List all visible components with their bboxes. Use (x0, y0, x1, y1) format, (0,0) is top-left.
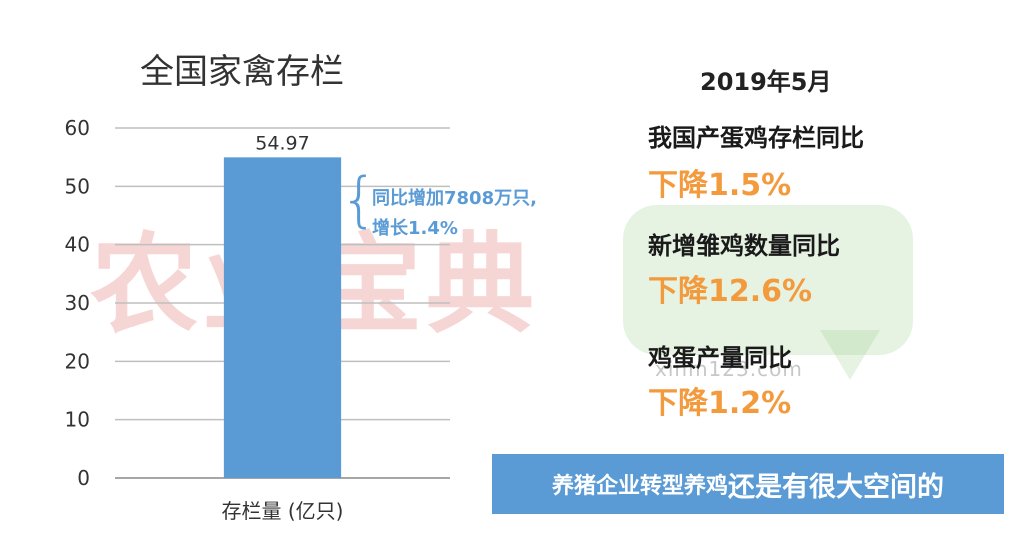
watermark-url: xinm123.com (655, 357, 803, 381)
y-tick-label: 10 (65, 408, 90, 432)
stat-value-laying-hens: 下降1.5% (648, 168, 792, 203)
watermark-speech-bubble (623, 205, 913, 355)
banner-text-part2: 还是有很大空间的 (728, 471, 944, 503)
stat-value-egg-output: 下降1.2% (648, 386, 792, 421)
stat-label-laying-hens: 我国产蛋鸡存栏同比 (648, 124, 864, 152)
stat-label-egg-output: 鸡蛋产量同比 (648, 344, 792, 372)
x-category-label: 存栏量 (亿只) (222, 499, 344, 523)
bar-chart: 0 10 20 30 40 50 60 54.97 存栏量 (亿只) (65, 116, 450, 523)
annotation-line-1: 同比增加7808万只, (372, 188, 537, 209)
y-tick-label: 0 (77, 466, 90, 490)
y-tick-label: 40 (65, 233, 90, 257)
y-tick-label: 60 (65, 116, 90, 140)
stat-value-chicks: 下降12.6% (648, 274, 813, 309)
chart-title: 全国家禽存栏 (140, 52, 344, 92)
bar-data-label: 54.97 (255, 132, 309, 154)
bar (223, 157, 342, 478)
watermark-bubble-tail (820, 330, 880, 380)
conclusion-banner: 养猪企业转型养鸡 还是有很大空间的 (492, 454, 1004, 514)
y-tick-label: 20 (65, 349, 90, 373)
y-tick-label: 30 (65, 291, 90, 315)
period-label: 2019年5月 (700, 68, 832, 96)
banner-text-part1: 养猪企业转型养鸡 (551, 474, 728, 499)
annotation-brace: { (340, 165, 379, 235)
annotation-line-2: 增长1.4% (372, 218, 458, 239)
chart-annotation: 同比增加7808万只, 增长1.4% (372, 184, 537, 244)
y-tick-label: 50 (65, 174, 90, 198)
stat-label-chicks: 新增雏鸡数量同比 (648, 232, 840, 260)
